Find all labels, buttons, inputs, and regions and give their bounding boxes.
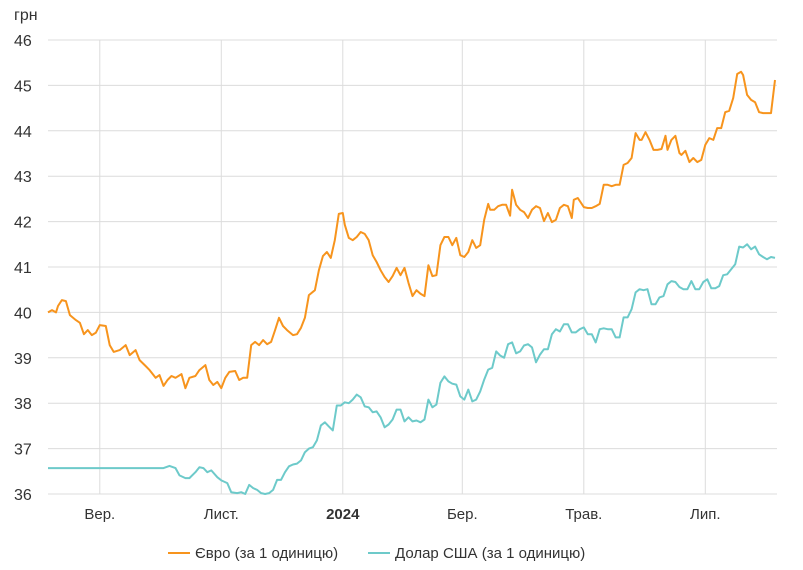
y-tick-label: 36 xyxy=(14,487,32,504)
y-tick-label: 44 xyxy=(14,124,32,141)
y-tick-label: 37 xyxy=(14,442,32,459)
x-tick-label: Лист. xyxy=(204,506,239,523)
series-lines xyxy=(47,70,776,495)
y-tick-label: 40 xyxy=(14,305,32,322)
x-tick-label: 2024 xyxy=(326,506,360,523)
x-tick-label: Вер. xyxy=(84,506,115,523)
legend-item[interactable]: Долар США (за 1 одиницю) xyxy=(368,545,585,562)
y-tick-label: 41 xyxy=(14,260,32,277)
legend-item[interactable]: Євро (за 1 одиницю) xyxy=(168,545,338,562)
x-tick-label: Трав. xyxy=(565,506,602,523)
y-axis-unit-label: грн xyxy=(14,7,38,24)
x-gridlines: Вер. Лист. 2024 Бер. Трав. Лип. xyxy=(84,40,721,523)
y-tick-label: 46 xyxy=(14,33,32,50)
y-tick-label: 39 xyxy=(14,351,32,368)
series-line-1 xyxy=(48,243,776,495)
y-tick-label: 42 xyxy=(14,215,32,232)
y-tick-label: 43 xyxy=(14,169,32,186)
legend: Євро (за 1 одиницю) Долар США (за 1 одини… xyxy=(168,545,585,562)
y-tick-label: 38 xyxy=(14,396,32,413)
x-tick-label: Лип. xyxy=(690,506,721,523)
legend-label: Долар США (за 1 одиницю) xyxy=(395,545,585,562)
series-line-0 xyxy=(47,70,776,390)
legend-label: Євро (за 1 одиницю) xyxy=(195,545,338,562)
y-tick-label: 45 xyxy=(14,78,32,95)
x-tick-label: Бер. xyxy=(447,506,478,523)
y-gridlines: 36 37 38 39 40 41 42 43 44 45 46 xyxy=(14,33,777,504)
